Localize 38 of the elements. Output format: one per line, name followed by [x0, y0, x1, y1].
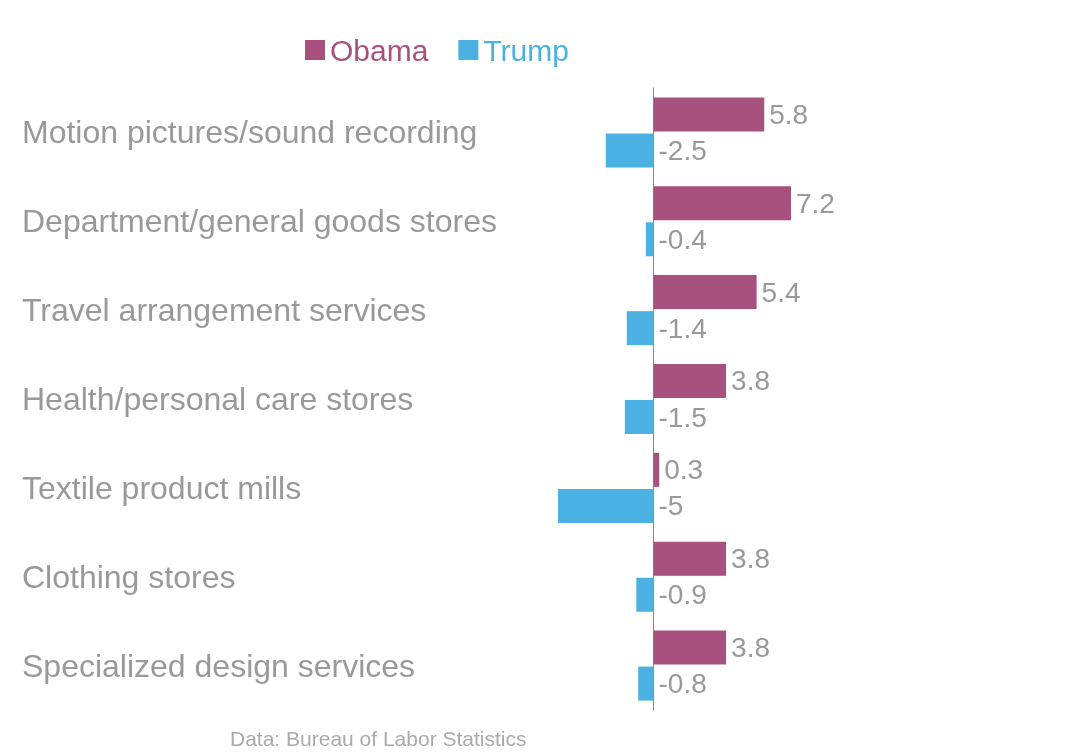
y-tick-label: Travel arrangement services [22, 292, 427, 329]
y-tick-label: Health/personal care stores [22, 381, 414, 417]
data-label: 3.8 [731, 365, 770, 397]
data-label: -0.9 [658, 579, 707, 611]
data-label: -0.4 [658, 223, 707, 255]
data-label: 5.8 [769, 98, 809, 130]
y-tick-label: Specialized design services [22, 647, 416, 684]
legend-label: Trump [483, 33, 569, 67]
data-label: -0.8 [658, 668, 707, 700]
bar [653, 630, 727, 665]
data-label: -2.5 [658, 134, 707, 166]
data-label: 3.8 [731, 543, 770, 575]
bar [653, 275, 757, 310]
bar [653, 541, 727, 576]
text: Data: Bureau of Labor Statistics [230, 727, 527, 750]
y-tick-label: Motion pictures/sound recording [22, 114, 478, 151]
bar [653, 452, 660, 487]
bar [645, 222, 654, 257]
y-tick-label: Department/general goods stores [22, 203, 497, 240]
data-label: 7.2 [796, 187, 835, 219]
legend-label: Obama [330, 33, 429, 67]
bar [653, 186, 791, 221]
y-tick-label: Clothing stores [22, 558, 236, 595]
data-label: 0.3 [664, 454, 704, 486]
data-label: 5.4 [761, 276, 801, 308]
bar [653, 97, 765, 132]
bar [605, 133, 654, 168]
data-label: -1.4 [658, 312, 707, 344]
data-label: -5 [658, 490, 684, 522]
bar [636, 577, 654, 612]
bar [624, 400, 654, 435]
y-tick-label: Textile product mills [22, 469, 302, 506]
bar [638, 666, 654, 701]
bar [558, 488, 654, 523]
bar [626, 311, 654, 346]
data-label: -1.5 [658, 401, 707, 433]
bar [653, 363, 727, 398]
data-label: 3.8 [731, 632, 770, 664]
